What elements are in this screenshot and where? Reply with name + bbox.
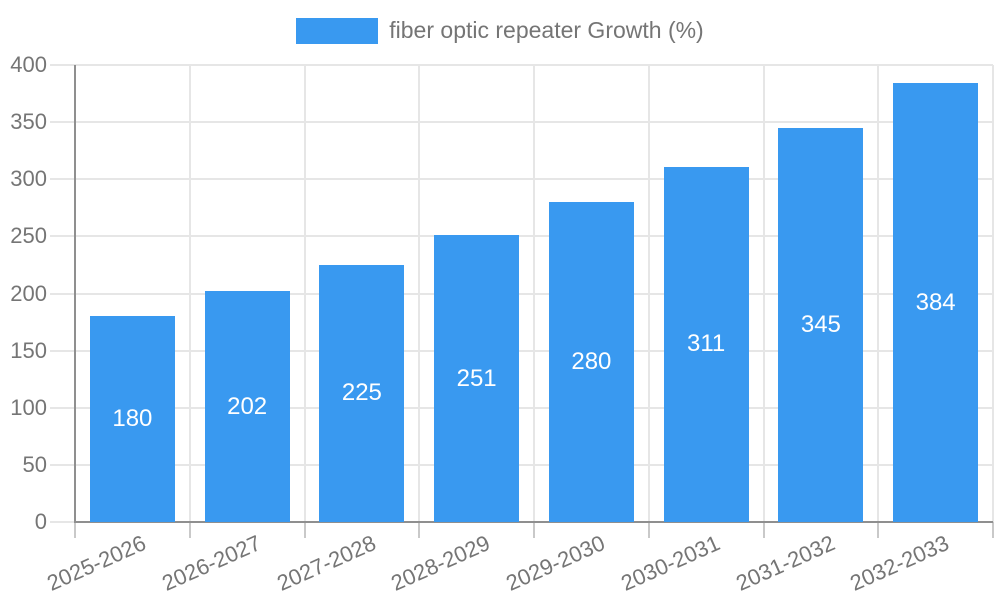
legend-swatch-icon (296, 17, 379, 44)
bar-2029-2030[interactable]: 280 (548, 202, 634, 522)
x-gridline (992, 65, 994, 522)
y-axis-tick-label: 150 (10, 337, 47, 363)
x-axis-category-label: 2029-2030 (502, 530, 609, 596)
y-axis-tick-label: 400 (10, 52, 47, 77)
y-gridline (50, 235, 993, 238)
bar-value-label: 384 (915, 288, 956, 316)
bar-2025-2026[interactable]: 180 (89, 316, 175, 522)
x-axis-tick (418, 522, 421, 538)
y-gridline (50, 406, 993, 409)
x-axis-tick (992, 522, 994, 538)
y-gridline (50, 178, 993, 181)
y-axis-line (74, 65, 76, 522)
x-axis-category-label: 2027-2028 (272, 530, 380, 596)
x-gridline (418, 65, 421, 522)
y-gridline (50, 349, 993, 352)
y-gridline (50, 64, 993, 66)
x-axis-category-label: 2032-2033 (846, 530, 953, 596)
bar-2030-2031[interactable]: 311 (663, 166, 749, 522)
x-axis-category-label: 2026-2027 (158, 530, 265, 596)
x-axis-tick (877, 522, 880, 538)
y-axis-tick-label: 0 (34, 509, 47, 534)
x-gridline (877, 65, 880, 522)
y-axis-tick-label: 250 (10, 223, 47, 249)
y-axis-tick-label: 100 (10, 394, 47, 420)
bar-2026-2027[interactable]: 202 (204, 291, 290, 522)
y-axis-tick-label: 350 (10, 109, 47, 135)
x-gridline (533, 65, 535, 522)
y-gridline (50, 121, 993, 124)
x-axis-tick (74, 522, 76, 538)
x-gridline (188, 65, 191, 522)
x-axis-tick (188, 522, 191, 538)
bar-value-label: 251 (456, 364, 497, 392)
y-gridline (50, 463, 993, 466)
chart-legend[interactable]: fiber optic repeater Growth (%) (0, 17, 1000, 44)
y-gridline (50, 292, 993, 295)
y-axis-tick-label: 50 (22, 451, 47, 477)
x-axis-category-label: 2025-2026 (43, 530, 150, 596)
bar-value-label: 280 (571, 348, 612, 376)
bar-2028-2029[interactable]: 251 (434, 235, 520, 522)
bar-value-label: 225 (341, 379, 382, 407)
bar-2027-2028[interactable]: 225 (319, 264, 405, 522)
bar-2032-2033[interactable]: 384 (893, 83, 979, 522)
x-axis-line (74, 521, 993, 523)
x-axis-category-label: 2028-2029 (387, 530, 494, 596)
x-gridline (762, 65, 765, 522)
x-gridline (647, 65, 650, 522)
x-axis-tick (762, 522, 765, 538)
bar-value-label: 202 (227, 392, 268, 420)
bar-value-label: 311 (686, 330, 726, 358)
y-axis-tick-label: 200 (10, 280, 47, 306)
x-axis-category-label: 2030-2031 (617, 530, 724, 596)
x-axis-tick (647, 522, 650, 538)
x-axis-tick (303, 522, 306, 538)
bar-value-label: 345 (800, 310, 841, 338)
x-axis-category-label: 2031-2032 (731, 530, 839, 596)
bar-2031-2032[interactable]: 345 (778, 127, 864, 522)
x-axis-tick (533, 522, 535, 538)
y-axis-tick-label: 300 (10, 166, 47, 192)
legend-label: fiber optic repeater Growth (%) (389, 17, 704, 43)
x-gridline (303, 65, 306, 522)
bar-value-label: 180 (112, 405, 153, 433)
